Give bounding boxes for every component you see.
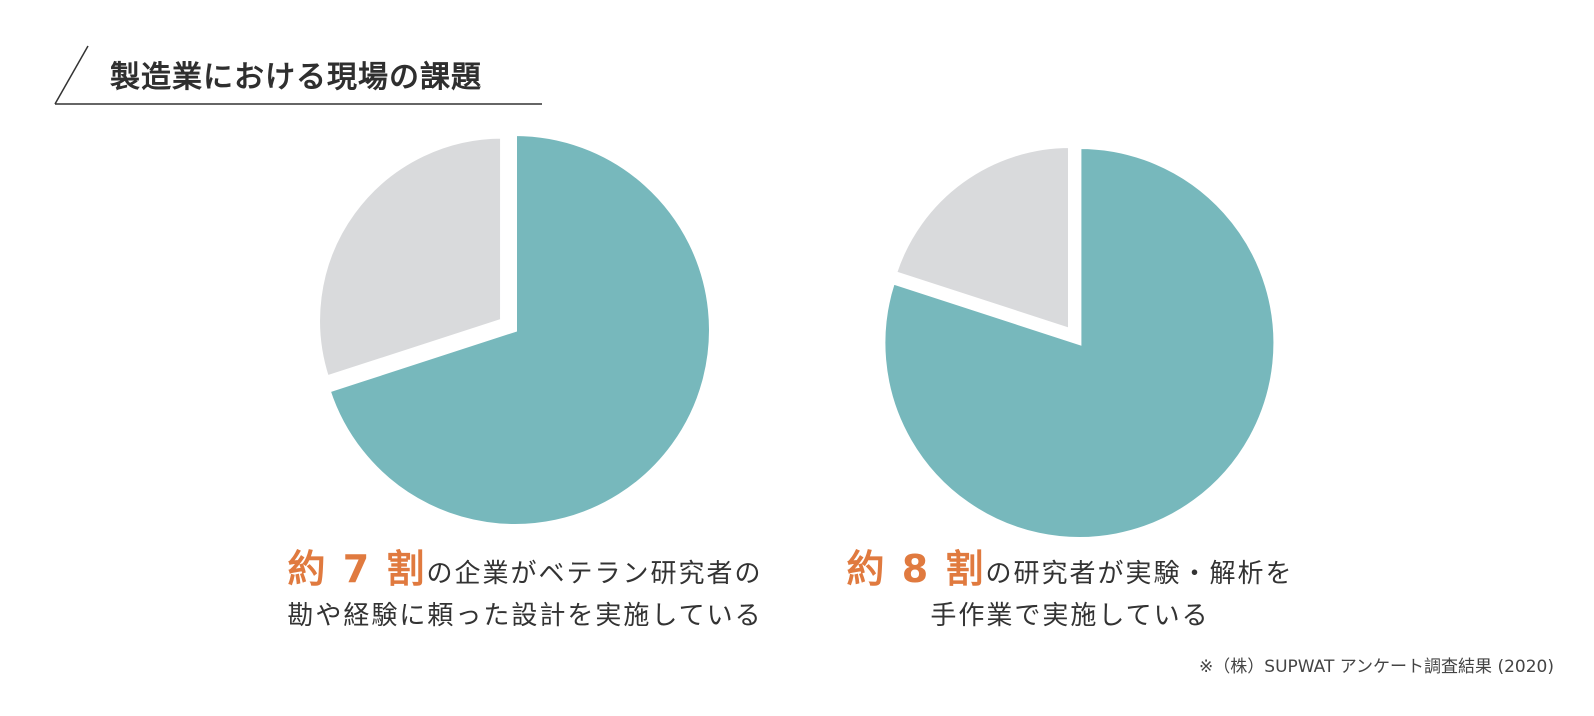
pie-chart-right <box>881 143 1278 540</box>
chart-header: 製造業における現場の課題 <box>0 0 600 120</box>
caption-left-line1: 約 7 割の企業がベテラン研究者の <box>260 548 790 595</box>
page-title: 製造業における現場の課題 <box>110 60 482 95</box>
header-slash-line <box>54 45 89 105</box>
caption-left-text1: の企業がベテラン研究者の <box>426 559 763 589</box>
caption-right-line2: 手作業で実施している <box>930 601 1210 631</box>
pie-slice-main-right <box>881 144 1278 540</box>
caption-right-text1: の研究者が実験・解析を <box>985 559 1294 589</box>
pie-slice-minor-right <box>892 143 1072 333</box>
header-decoration <box>54 45 542 105</box>
pie-slice-minor-left <box>316 134 505 380</box>
caption-right-highlight: 約 8 割 <box>846 547 986 591</box>
source-note: ※（株）SUPWAT アンケート調査結果 (2020) <box>1199 657 1554 677</box>
caption-right-line1: 約 8 割の研究者が実験・解析を <box>815 548 1325 595</box>
caption-left-line2: 勘や経験に頼った設計を実施している <box>287 601 763 631</box>
pie-chart-left <box>316 131 713 528</box>
caption-right: 約 8 割の研究者が実験・解析を 手作業で実施している <box>815 548 1325 637</box>
caption-left: 約 7 割の企業がベテラン研究者の 勘や経験に頼った設計を実施している <box>260 548 790 637</box>
caption-left-highlight: 約 7 割 <box>287 547 427 591</box>
pie-slice-main-left <box>326 131 713 528</box>
